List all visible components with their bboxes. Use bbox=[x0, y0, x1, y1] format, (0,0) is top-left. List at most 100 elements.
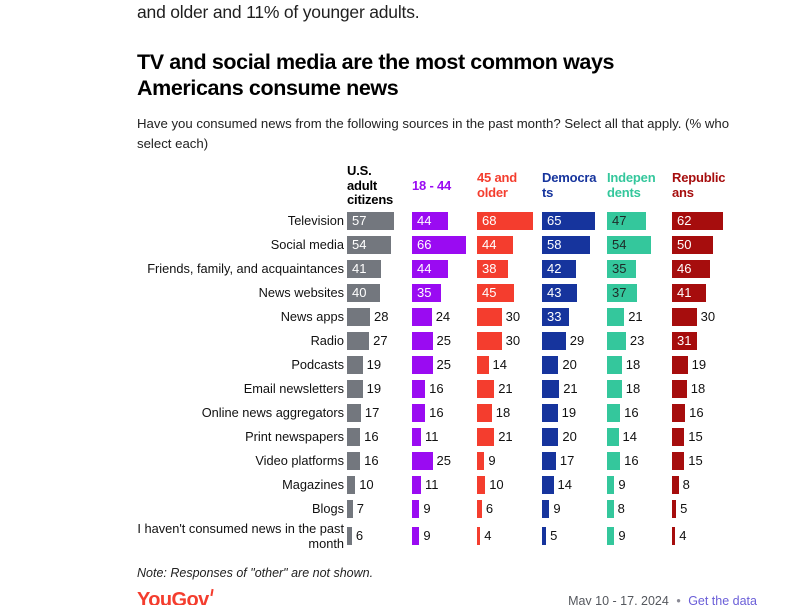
bar-value-label: 9 bbox=[423, 528, 431, 544]
bar-cell: 14 bbox=[607, 427, 672, 446]
bar bbox=[607, 331, 626, 350]
bar-cell: 44 bbox=[477, 235, 542, 254]
bar-cell: 11 bbox=[412, 475, 477, 494]
bar bbox=[477, 331, 502, 350]
get-the-data-link[interactable]: Get the data bbox=[688, 593, 757, 605]
logo-tick-icon bbox=[210, 589, 214, 597]
bar-cell: 10 bbox=[347, 475, 412, 494]
bar-value-label: 14 bbox=[557, 477, 572, 492]
bar bbox=[607, 526, 615, 545]
bar: 35 bbox=[412, 283, 441, 302]
bar-cell: 4 bbox=[477, 526, 542, 545]
bar bbox=[607, 451, 621, 470]
table-row: News apps 28 24 30 33 21 30 bbox=[137, 305, 760, 329]
chart-subtitle: Have you consumed news from the followin… bbox=[137, 115, 730, 152]
bar-value-label: 27 bbox=[373, 333, 388, 348]
table-row: Social media 54 66 44 58 54 50 bbox=[137, 233, 760, 257]
series-header-5: Indepen dents bbox=[607, 170, 656, 200]
bar-cell: 35 bbox=[412, 283, 477, 302]
bar bbox=[672, 355, 688, 374]
bar bbox=[672, 526, 676, 545]
bar-cell: 31 bbox=[672, 331, 737, 350]
bar bbox=[347, 526, 352, 545]
bar bbox=[607, 355, 622, 374]
table-row: Podcasts 19 25 14 20 18 19 bbox=[137, 353, 760, 377]
bar bbox=[672, 427, 685, 446]
bar-value-label: 18 bbox=[625, 381, 641, 396]
bar-cell: 43 bbox=[542, 283, 607, 302]
bar-cell: 65 bbox=[542, 211, 607, 230]
bar-cell: 33 bbox=[542, 307, 607, 326]
table-row: Television 57 44 68 65 47 62 bbox=[137, 209, 760, 233]
bar-cell: 54 bbox=[607, 235, 672, 254]
bar-cell: 15 bbox=[672, 427, 737, 446]
bar bbox=[477, 499, 482, 518]
category-label: Podcasts bbox=[291, 356, 344, 372]
bar: 45 bbox=[477, 283, 514, 302]
bar-cell: 21 bbox=[607, 307, 672, 326]
bar bbox=[542, 427, 559, 446]
bar-value-label: 9 bbox=[423, 501, 431, 516]
bar-cell: 8 bbox=[607, 499, 672, 518]
bar-value-label: 18 bbox=[625, 357, 641, 372]
bar bbox=[672, 307, 697, 326]
bar bbox=[542, 331, 566, 350]
table-row: Video platforms 16 25 9 17 16 15 bbox=[137, 449, 760, 473]
bar-value-label: 9 bbox=[488, 453, 496, 468]
bar bbox=[607, 427, 619, 446]
table-row: Print newspapers 16 11 21 20 14 15 bbox=[137, 425, 760, 449]
chart-footer: YouGov May 10 - 17, 2024 • Get the data bbox=[137, 589, 760, 605]
series-header-6: Republic ans bbox=[672, 170, 726, 200]
bar: 50 bbox=[672, 235, 713, 254]
bar-value-label: 19 bbox=[561, 405, 577, 420]
category-label: Magazines bbox=[282, 476, 344, 492]
bar-cell: 41 bbox=[672, 283, 737, 302]
bar-cell: 6 bbox=[477, 499, 542, 518]
bar-value-label: 30 bbox=[700, 309, 716, 324]
bar bbox=[672, 379, 687, 398]
bar-cell: 20 bbox=[542, 427, 607, 446]
bar-cell: 28 bbox=[347, 307, 412, 326]
bar-cell: 9 bbox=[607, 475, 672, 494]
bar bbox=[347, 331, 370, 350]
bar-cell: 14 bbox=[542, 475, 607, 494]
bar-value-label: 16 bbox=[429, 381, 444, 396]
bar bbox=[347, 451, 361, 470]
bar: 68 bbox=[477, 211, 533, 230]
bar-value-label: 30 bbox=[505, 309, 521, 324]
bar-value-label: 16 bbox=[624, 405, 639, 420]
bar bbox=[672, 475, 679, 494]
bar bbox=[477, 427, 495, 446]
bar-value-label: 16 bbox=[364, 429, 379, 444]
bar-cell: 30 bbox=[672, 307, 737, 326]
bar-cell: 58 bbox=[542, 235, 607, 254]
bar-cell: 27 bbox=[347, 331, 412, 350]
bar-cell: 20 bbox=[542, 355, 607, 374]
bar: 33 bbox=[542, 307, 570, 326]
bar-value-label: 4 bbox=[484, 528, 492, 544]
bar-cell: 66 bbox=[412, 235, 477, 254]
bar-cell: 21 bbox=[542, 379, 607, 398]
bar-cell: 25 bbox=[412, 451, 477, 470]
bar: 44 bbox=[412, 211, 449, 230]
bar bbox=[347, 403, 361, 422]
bar-cell: 35 bbox=[607, 259, 672, 278]
bar bbox=[542, 499, 550, 518]
bar-cell: 17 bbox=[347, 403, 412, 422]
bar: 38 bbox=[477, 259, 509, 278]
bar-cell: 17 bbox=[542, 451, 607, 470]
bar-value-label: 23 bbox=[629, 333, 645, 348]
yougov-logo[interactable]: YouGov bbox=[137, 589, 214, 605]
bar-value-label: 29 bbox=[569, 333, 585, 348]
bar: 66 bbox=[412, 235, 467, 254]
bar bbox=[477, 451, 485, 470]
table-row: Blogs 7 9 6 9 8 5 bbox=[137, 497, 760, 521]
bar bbox=[477, 403, 492, 422]
table-row: Email newsletters 19 16 21 21 18 18 bbox=[137, 377, 760, 401]
bar: 41 bbox=[347, 259, 381, 278]
bar-value-label: 14 bbox=[622, 429, 637, 444]
bar bbox=[412, 307, 432, 326]
bar-cell: 16 bbox=[607, 403, 672, 422]
series-header-1: U.S. adult citizens bbox=[347, 162, 394, 208]
